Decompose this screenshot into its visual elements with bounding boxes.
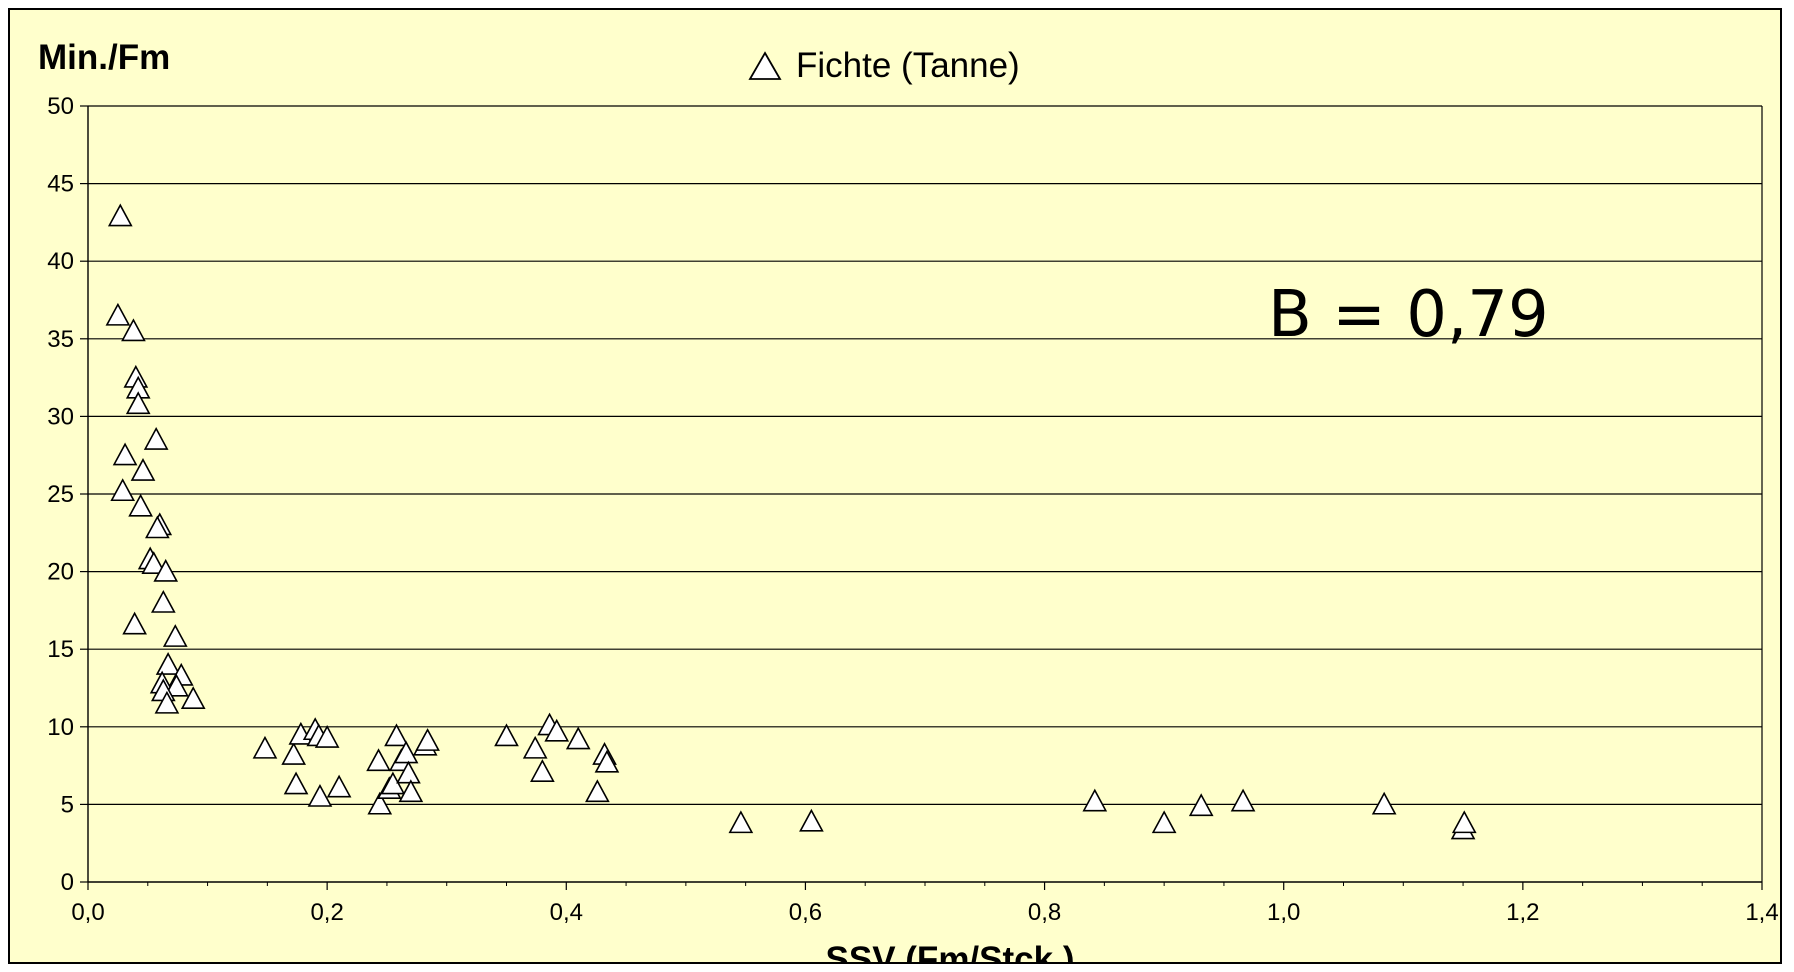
data-point [110,478,136,502]
data-point [112,442,138,466]
x-tick-label: 0,8 [1028,899,1061,926]
data-point [105,302,131,326]
data-point [145,515,170,539]
data-point [1371,791,1397,815]
y-tick-label: 35 [47,326,74,353]
data-point [164,673,189,697]
data-point [314,724,340,748]
data-point [128,493,153,517]
legend: Fichte (Tanne) [748,46,1020,86]
y-tick-label: 25 [47,481,74,508]
y-tick-label: 5 [61,791,74,818]
data-point [122,611,147,635]
x-tick-label: 0,4 [550,899,583,926]
data-point [307,783,333,807]
data-point [398,779,424,803]
data-point [1151,810,1177,834]
data-point [154,690,180,714]
data-point [384,723,409,747]
data-point [162,624,188,647]
data-point [1082,788,1108,812]
y-axis-label: Min./Fm [38,38,171,77]
data-point [799,808,824,832]
y-tick-label: 15 [47,636,74,663]
data-point [141,551,167,574]
data-point [565,726,591,750]
y-tick-label: 0 [61,869,74,896]
axes [80,105,1763,890]
data-point [585,779,610,803]
data-point [728,810,754,834]
data-point [415,728,440,751]
annotation-text: B = 0,79 [1268,278,1549,352]
x-tick-label: 0,6 [789,899,822,926]
data-point [180,686,206,710]
chart-frame: 0 5 10 15 20 25 30 35 40 45 50 0,0 0,2 0,4 0,6 0,8 1,0 1,… [8,8,1782,964]
data-point [1451,810,1477,834]
data-points [105,203,1477,840]
data-point [367,791,393,815]
data-point [125,391,151,415]
legend-label: Fichte (Tanne) [796,46,1020,85]
data-point [143,426,169,450]
legend-triangle-icon [748,51,782,80]
y-tick-label: 10 [47,714,74,741]
data-point [522,735,548,759]
x-tick-label: 0,0 [71,899,104,926]
data-point [494,723,519,747]
data-point [530,759,555,782]
y-tick-label: 45 [47,171,74,198]
data-point [155,652,181,675]
x-tick-label: 1,4 [1745,899,1778,926]
y-tick-label: 30 [47,403,74,430]
data-point [252,735,278,759]
data-point [130,458,156,481]
data-point [121,318,146,342]
chart-plot: 0 5 10 15 20 25 30 35 40 45 50 0,0 0,2 0,4 0,6 0,8 1,0 1,… [47,93,1778,926]
data-point [366,748,391,772]
data-point [150,589,176,613]
x-tick-label: 0,2 [310,899,343,926]
y-tick-label: 50 [47,93,74,120]
data-point [326,774,352,798]
x-tick-label: 1,2 [1506,899,1539,926]
data-point [153,558,179,582]
data-point [1188,793,1214,817]
data-point [396,760,421,784]
data-point [393,740,419,764]
data-point [1230,788,1256,812]
data-point [594,749,620,773]
data-point [281,742,307,765]
x-tick-label: 1,0 [1267,899,1300,926]
y-tick-label: 20 [47,559,74,586]
y-tick-label: 40 [47,248,74,275]
tick-labels: 0 5 10 15 20 25 30 35 40 45 50 0,0 0,2 0,4 0,6 0,8 1,0 1,… [47,93,1778,926]
grid-lines [88,105,1762,806]
data-point [107,203,133,227]
data-point [283,771,309,795]
data-point [544,718,570,742]
x-axis-label: SSV (Fm/Stck.) [825,940,1075,964]
